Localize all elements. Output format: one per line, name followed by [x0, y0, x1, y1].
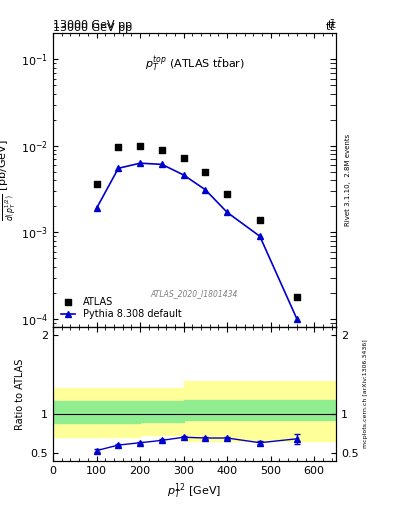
Pythia 8.308 default — [203, 187, 208, 193]
Pythia 8.308 default — [116, 165, 121, 172]
Text: t$\bar{t}$: t$\bar{t}$ — [325, 18, 336, 32]
X-axis label: $p_T^{12}$ [GeV]: $p_T^{12}$ [GeV] — [167, 481, 222, 501]
Legend: ATLAS, Pythia 8.308 default: ATLAS, Pythia 8.308 default — [58, 293, 185, 323]
Text: tt: tt — [327, 20, 336, 30]
ATLAS — [202, 168, 209, 176]
ATLAS — [294, 293, 300, 301]
Y-axis label: mcplots.cern.ch [arXiv:1306.3436]: mcplots.cern.ch [arXiv:1306.3436] — [363, 339, 368, 449]
Pythia 8.308 default — [138, 160, 143, 166]
Y-axis label: Ratio to ATLAS: Ratio to ATLAS — [15, 358, 25, 430]
Pythia 8.308 default — [181, 172, 186, 178]
Y-axis label: Rivet 3.1.10,  2.8M events: Rivet 3.1.10, 2.8M events — [345, 134, 351, 226]
Line: Pythia 8.308 default: Pythia 8.308 default — [93, 160, 300, 322]
ATLAS — [180, 154, 187, 162]
Pythia 8.308 default — [225, 209, 230, 216]
Text: ATLAS_2020_I1801434: ATLAS_2020_I1801434 — [151, 289, 238, 298]
ATLAS — [115, 143, 121, 152]
ATLAS — [224, 189, 230, 198]
Y-axis label: $\frac{d\sigma^{1/2}}{d\left(p_T^{1/2}\right)}$ [pb/GeV]: $\frac{d\sigma^{1/2}}{d\left(p_T^{1/2}\r… — [0, 139, 18, 221]
ATLAS — [137, 142, 143, 150]
ATLAS — [159, 146, 165, 154]
Pythia 8.308 default — [160, 161, 164, 167]
ATLAS — [257, 216, 263, 224]
Text: $p_T^{top}$ (ATLAS t$\bar{t}$bar): $p_T^{top}$ (ATLAS t$\bar{t}$bar) — [145, 54, 244, 74]
Pythia 8.308 default — [294, 316, 299, 322]
ATLAS — [94, 180, 100, 188]
Pythia 8.308 default — [94, 205, 99, 211]
Text: 13000 GeV pp: 13000 GeV pp — [53, 23, 132, 32]
Pythia 8.308 default — [257, 233, 262, 239]
Text: 13000 GeV pp: 13000 GeV pp — [53, 20, 132, 30]
